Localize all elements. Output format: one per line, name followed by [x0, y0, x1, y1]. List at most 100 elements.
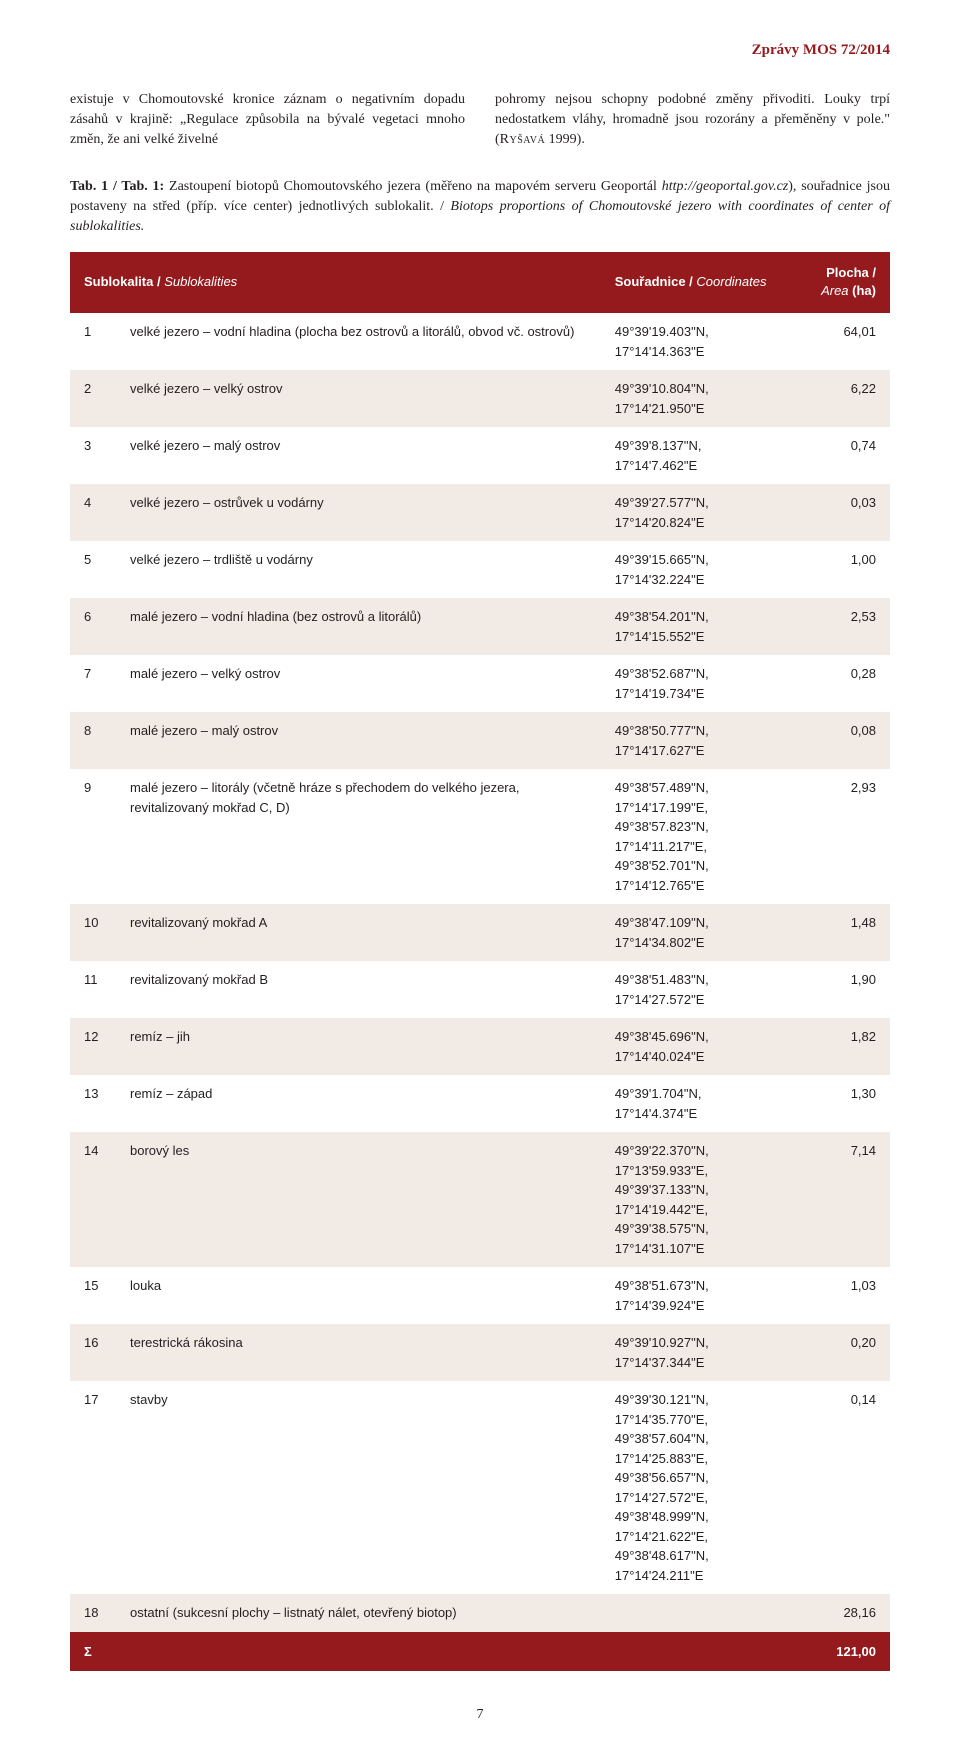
- cell-number: 11: [70, 961, 116, 1018]
- cell-area: 1,03: [800, 1267, 890, 1324]
- biotops-table: Sublokalita / Sublokalities Souřadnice /…: [70, 252, 890, 1672]
- cell-area: 64,01: [800, 313, 890, 370]
- cell-description: terestrická rákosina: [116, 1324, 601, 1381]
- cell-area: 7,14: [800, 1132, 890, 1267]
- cell-coordinates: [601, 1594, 800, 1632]
- cell-coordinates: 49°38'57.489"N, 17°14'17.199"E, 49°38'57…: [601, 769, 800, 904]
- table-row: 3velké jezero – malý ostrov49°39'8.137"N…: [70, 427, 890, 484]
- cell-area: 1,00: [800, 541, 890, 598]
- table-row: 9malé jezero – litorály (včetně hráze s …: [70, 769, 890, 904]
- caption-link: http://geoportal.gov.cz: [662, 179, 789, 194]
- cell-area: 28,16: [800, 1594, 890, 1632]
- cell-area: 0,08: [800, 712, 890, 769]
- table-row: 11revitalizovaný mokřad B49°38'51.483"N,…: [70, 961, 890, 1018]
- cell-number: 4: [70, 484, 116, 541]
- cell-coordinates: 49°38'52.687"N, 17°14'19.734"E: [601, 655, 800, 712]
- body-col-right: pohromy nejsou schopny podobné změny při…: [495, 90, 890, 151]
- cell-area: 0,14: [800, 1381, 890, 1594]
- cell-area: 1,90: [800, 961, 890, 1018]
- cell-description: velké jezero – malý ostrov: [116, 427, 601, 484]
- cell-number: 5: [70, 541, 116, 598]
- cell-description: velké jezero – velký ostrov: [116, 370, 601, 427]
- th-coord-a: Souřadnice /: [615, 274, 697, 289]
- table-row: 7malé jezero – velký ostrov49°38'52.687"…: [70, 655, 890, 712]
- cell-coordinates: 49°38'50.777"N, 17°14'17.627"E: [601, 712, 800, 769]
- cell-number: 12: [70, 1018, 116, 1075]
- cell-number: 2: [70, 370, 116, 427]
- table-caption: Tab. 1 / Tab. 1: Zastoupení biotopů Chom…: [70, 177, 890, 238]
- cell-coordinates: 49°39'1.704"N, 17°14'4.374"E: [601, 1075, 800, 1132]
- cell-coordinates: 49°38'54.201"N, 17°14'15.552"E: [601, 598, 800, 655]
- caption-bold: Tab. 1 / Tab. 1:: [70, 179, 164, 194]
- cell-description: revitalizovaný mokřad A: [116, 904, 601, 961]
- table-row: 2velké jezero – velký ostrov49°39'10.804…: [70, 370, 890, 427]
- cell-description: malé jezero – vodní hladina (bez ostrovů…: [116, 598, 601, 655]
- th-sub-a: Sublokalita /: [84, 274, 164, 289]
- th-coord-b: Coordinates: [696, 274, 766, 289]
- table-row: 16terestrická rákosina49°39'10.927"N, 17…: [70, 1324, 890, 1381]
- cell-number: 13: [70, 1075, 116, 1132]
- cell-number: 8: [70, 712, 116, 769]
- body-paragraph: existuje v Chomoutovské kronice záznam o…: [70, 90, 890, 151]
- cell-coordinates: 49°39'22.370"N, 17°13'59.933"E, 49°39'37…: [601, 1132, 800, 1267]
- cell-area: 6,22: [800, 370, 890, 427]
- cell-description: malé jezero – malý ostrov: [116, 712, 601, 769]
- cell-coordinates: 49°39'10.927"N, 17°14'37.344"E: [601, 1324, 800, 1381]
- journal-header: Zprávy MOS 72/2014: [70, 40, 890, 62]
- cell-area: 1,48: [800, 904, 890, 961]
- cell-coordinates: 49°39'30.121"N, 17°14'35.770"E, 49°38'57…: [601, 1381, 800, 1594]
- cell-coordinates: 49°38'51.673"N, 17°14'39.924"E: [601, 1267, 800, 1324]
- cell-number: 14: [70, 1132, 116, 1267]
- table-row: 4velké jezero – ostrůvek u vodárny49°39'…: [70, 484, 890, 541]
- cell-description: borový les: [116, 1132, 601, 1267]
- table-row: 8malé jezero – malý ostrov49°38'50.777"N…: [70, 712, 890, 769]
- cell-number: 17: [70, 1381, 116, 1594]
- cell-area: 2,53: [800, 598, 890, 655]
- cell-description: ostatní (sukcesní plochy – listnatý nále…: [116, 1594, 601, 1632]
- th-area-c: (ha): [849, 283, 876, 298]
- table-row: 1velké jezero – vodní hladina (plocha be…: [70, 313, 890, 370]
- cell-number: 7: [70, 655, 116, 712]
- sum-label: Σ: [70, 1632, 116, 1672]
- cell-description: velké jezero – trdliště u vodárny: [116, 541, 601, 598]
- cell-coordinates: 49°38'45.696"N, 17°14'40.024"E: [601, 1018, 800, 1075]
- cell-area: 0,74: [800, 427, 890, 484]
- cell-coordinates: 49°39'10.804"N, 17°14'21.950"E: [601, 370, 800, 427]
- th-sublokalita: Sublokalita / Sublokalities: [70, 252, 601, 314]
- th-sub-b: Sublokalities: [164, 274, 237, 289]
- cell-area: 2,93: [800, 769, 890, 904]
- cell-coordinates: 49°39'15.665"N, 17°14'32.224"E: [601, 541, 800, 598]
- cell-description: velké jezero – vodní hladina (plocha bez…: [116, 313, 601, 370]
- cell-area: 0,28: [800, 655, 890, 712]
- table-row: 13remíz – západ49°39'1.704"N, 17°14'4.37…: [70, 1075, 890, 1132]
- cell-area: 0,03: [800, 484, 890, 541]
- cell-number: 1: [70, 313, 116, 370]
- cell-number: 6: [70, 598, 116, 655]
- table-row: 18ostatní (sukcesní plochy – listnatý ná…: [70, 1594, 890, 1632]
- cell-description: remíz – západ: [116, 1075, 601, 1132]
- cell-description: velké jezero – ostrůvek u vodárny: [116, 484, 601, 541]
- table-head-row: Sublokalita / Sublokalities Souřadnice /…: [70, 252, 890, 314]
- body-col-left: existuje v Chomoutovské kronice záznam o…: [70, 90, 465, 151]
- cell-coordinates: 49°38'51.483"N, 17°14'27.572"E: [601, 961, 800, 1018]
- cell-number: 18: [70, 1594, 116, 1632]
- table-row: 15louka49°38'51.673"N, 17°14'39.924"E1,0…: [70, 1267, 890, 1324]
- cell-coordinates: 49°39'19.403"N, 17°14'14.363"E: [601, 313, 800, 370]
- body-right-b: 1999).: [545, 132, 585, 147]
- cell-area: 1,82: [800, 1018, 890, 1075]
- cell-coordinates: 49°39'27.577"N, 17°14'20.824"E: [601, 484, 800, 541]
- cell-number: 9: [70, 769, 116, 904]
- sum-empty: [116, 1632, 601, 1672]
- sum-empty: [601, 1632, 800, 1672]
- table-row: 12remíz – jih49°38'45.696"N, 17°14'40.02…: [70, 1018, 890, 1075]
- th-area: Plocha / Area (ha): [800, 252, 890, 314]
- th-area-b: Area: [821, 283, 848, 298]
- table-body: 1velké jezero – vodní hladina (plocha be…: [70, 313, 890, 1671]
- body-right-ref: Ryšavá: [500, 132, 546, 147]
- table-row: 10revitalizovaný mokřad A49°38'47.109"N,…: [70, 904, 890, 961]
- cell-description: remíz – jih: [116, 1018, 601, 1075]
- cell-coordinates: 49°39'8.137"N, 17°14'7.462"E: [601, 427, 800, 484]
- th-area-a: Plocha /: [826, 265, 876, 280]
- cell-description: malé jezero – litorály (včetně hráze s p…: [116, 769, 601, 904]
- cell-area: 1,30: [800, 1075, 890, 1132]
